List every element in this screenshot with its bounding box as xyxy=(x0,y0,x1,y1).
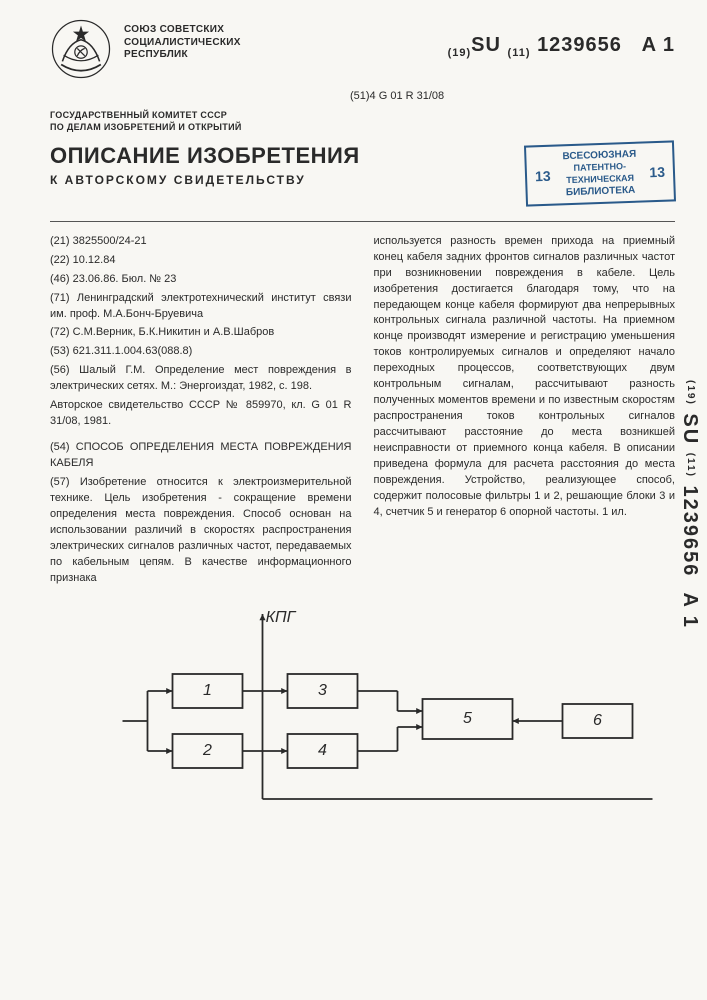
abstract-left: (57) Изобретение относится к электроизме… xyxy=(50,475,352,587)
side-document-number: (19) SU (11) 1239656 A 1 xyxy=(678,380,701,629)
separator xyxy=(50,221,675,222)
stamp-bottom: БИБЛИОТЕКА xyxy=(535,183,665,201)
left-column: (21) 3825500/24-21 (22) 10.12.84 (46) 23… xyxy=(50,234,352,590)
title-block: ОПИСАНИЕ ИЗОБРЕТЕНИЯ К АВТОРСКОМУ СВИДЕТ… xyxy=(50,143,505,187)
doc-sub: (11) xyxy=(508,47,531,59)
svg-text:5: 5 xyxy=(463,710,472,727)
union-text: СОЮЗ СОВЕТСКИХ СОЦИАЛИСТИЧЕСКИХ РЕСПУБЛИ… xyxy=(124,18,241,62)
union-line: СОЦИАЛИСТИЧЕСКИХ xyxy=(124,37,241,50)
committee-line: ПО ДЕЛАМ ИЗОБРЕТЕНИЙ И ОТКРЫТИЙ xyxy=(50,122,675,134)
ussr-emblem xyxy=(50,18,112,80)
union-line: РЕСПУБЛИК xyxy=(124,49,241,62)
biblio-22: (22) 10.12.84 xyxy=(50,253,352,269)
title-row: ОПИСАНИЕ ИЗОБРЕТЕНИЯ К АВТОРСКОМУ СВИДЕТ… xyxy=(50,143,675,204)
patent-page: СОЮЗ СОВЕТСКИХ СОЦИАЛИСТИЧЕСКИХ РЕСПУБЛИ… xyxy=(0,0,707,824)
biblio-21: (21) 3825500/24-21 xyxy=(50,234,352,250)
document-number: (19)SU (11) 1239656 A 1 xyxy=(448,18,675,59)
abstract-right: используется разность времен прихода на … xyxy=(374,234,676,521)
committee-line: ГОСУДАРСТВЕННЫЙ КОМИТЕТ СССР xyxy=(50,110,675,122)
svg-text:6: 6 xyxy=(593,712,602,729)
doc-num-value: 1239656 xyxy=(537,34,622,56)
title-sub: К АВТОРСКОМУ СВИДЕТЕЛЬСТВУ xyxy=(50,173,505,187)
biblio-72: (72) С.М.Верник, Б.К.Никитин и А.В.Шабро… xyxy=(50,325,352,341)
biblio-71: (71) Ленинградский электротехнический ин… xyxy=(50,291,352,323)
stamp-num-right: 13 xyxy=(649,163,665,182)
stamp-mid2: ТЕХНИЧЕСКАЯ xyxy=(566,173,634,185)
union-line: СОЮЗ СОВЕТСКИХ xyxy=(124,24,241,37)
committee-block: ГОСУДАРСТВЕННЫЙ КОМИТЕТ СССР ПО ДЕЛАМ ИЗ… xyxy=(50,110,675,133)
doc-su: SU xyxy=(471,34,501,56)
biblio-56: (56) Шалый Г.М. Определение мест поврежд… xyxy=(50,363,352,395)
biblio-46: (46) 23.06.86. Бюл. № 23 xyxy=(50,272,352,288)
doc-prefix: (19) xyxy=(448,47,472,59)
block-diagram: КПГ 1 2 3 4 5 6 xyxy=(50,604,675,814)
biblio-56b: Авторское свидетельство СССР № 859970, к… xyxy=(50,398,352,430)
svg-text:3: 3 xyxy=(318,682,327,699)
svg-text:4: 4 xyxy=(318,742,327,759)
svg-text:1: 1 xyxy=(203,682,212,699)
header-top-row: СОЮЗ СОВЕТСКИХ СОЦИАЛИСТИЧЕСКИХ РЕСПУБЛИ… xyxy=(50,18,675,80)
side-kind: A 1 xyxy=(679,593,701,629)
content-columns: (21) 3825500/24-21 (22) 10.12.84 (46) 23… xyxy=(50,234,675,590)
side-sub: (11) xyxy=(685,453,696,478)
title-main: ОПИСАНИЕ ИЗОБРЕТЕНИЯ xyxy=(50,143,505,169)
svg-text:2: 2 xyxy=(202,742,212,759)
stamp-mid-col: ПАТЕНТНО- ТЕХНИЧЕСКАЯ xyxy=(566,161,635,187)
side-prefix: (19) xyxy=(685,380,696,406)
svg-text:КПГ: КПГ xyxy=(266,609,297,626)
ipc-classification: (51)4 G 01 R 31/08 xyxy=(350,90,675,102)
biblio-53: (53) 621.311.1.004.63(088.8) xyxy=(50,344,352,360)
right-column: используется разность времен прихода на … xyxy=(374,234,676,590)
stamp-num-left: 13 xyxy=(535,167,551,186)
invention-title: (54) СПОСОБ ОПРЕДЕЛЕНИЯ МЕСТА ПОВРЕЖДЕНИ… xyxy=(50,440,352,472)
library-stamp: ВСЕСОЮЗНАЯ 13 ПАТЕНТНО- ТЕХНИЧЕСКАЯ 13 Б… xyxy=(524,141,676,208)
stamp-mid1: ПАТЕНТНО- xyxy=(573,161,626,173)
doc-kind: A 1 xyxy=(642,34,675,56)
side-number: 1239656 xyxy=(679,486,701,578)
side-su: SU xyxy=(679,413,701,445)
